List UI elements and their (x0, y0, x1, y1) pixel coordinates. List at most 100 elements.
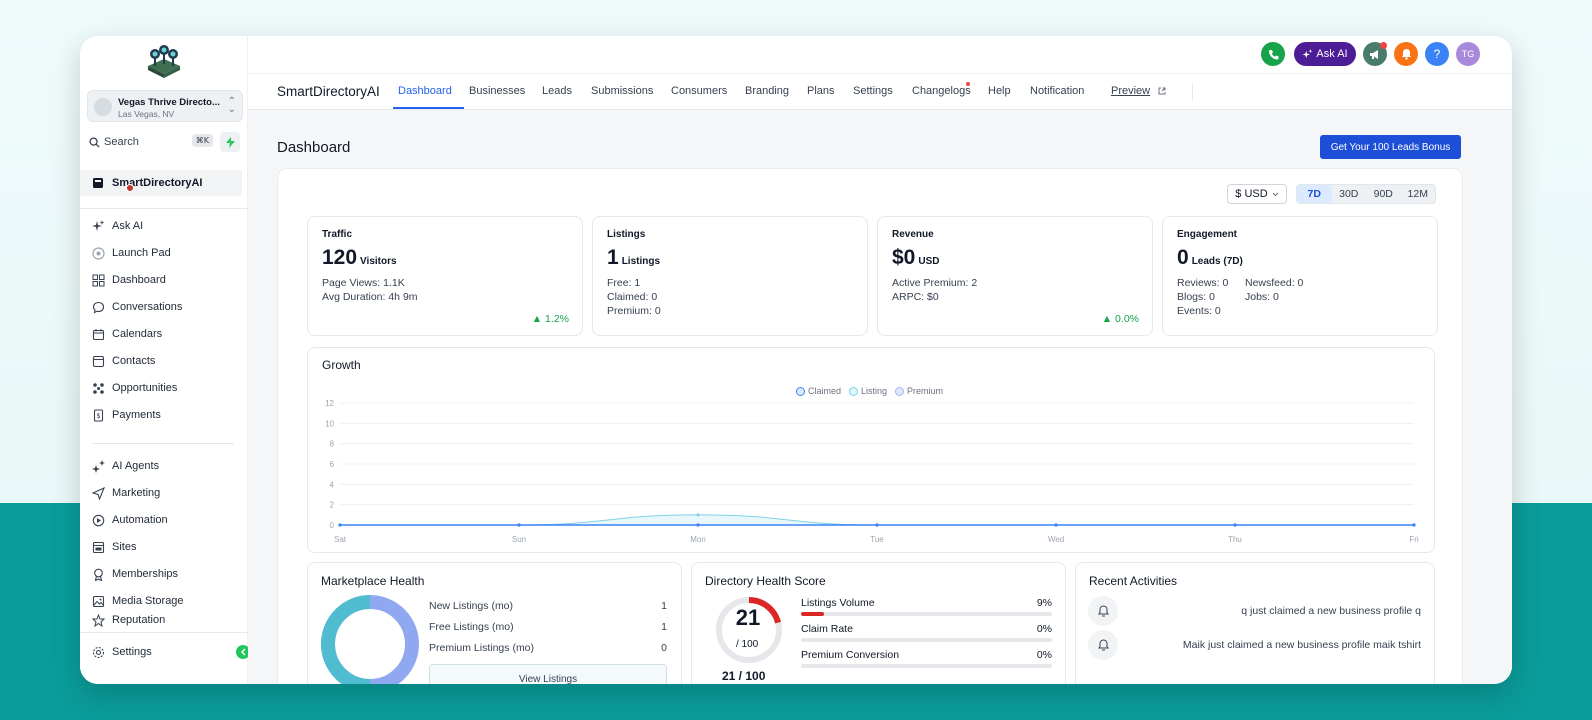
ask-ai-button[interactable]: Ask AI (1294, 42, 1356, 66)
search-icon (89, 136, 100, 148)
leads-bonus-button[interactable]: Get Your 100 Leads Bonus (1320, 135, 1461, 159)
legend-item-premium[interactable]: Premium (895, 386, 943, 396)
tab-branding[interactable]: Branding (745, 85, 790, 97)
metric-bar (801, 664, 1052, 668)
view-listings-button[interactable]: View Listings (429, 664, 667, 684)
sidebar-item-conversations[interactable]: Conversations (92, 297, 182, 317)
bell-icon (1097, 605, 1109, 617)
traffic-card[interactable]: Traffic 120 Visitors Page Views: 1.1K Avg… (307, 216, 583, 336)
sidebar-item-label: Dashboard (112, 274, 166, 286)
x-tick-label: Sun (512, 535, 526, 544)
tab-submissions[interactable]: Submissions (591, 85, 654, 97)
revenue-card[interactable]: Revenue $0 USD Active Premium: 2 ARPC: $0… (877, 216, 1153, 336)
x-tick-label: Thu (1228, 535, 1242, 544)
sidebar-item-calendars[interactable]: Calendars (92, 324, 162, 344)
divider (80, 632, 248, 633)
tab-notification[interactable]: Notification (1030, 85, 1085, 97)
tab-leads[interactable]: Leads (542, 85, 572, 97)
marketplace-donut (321, 595, 419, 684)
recent-activities-card: Recent Activities q just claimed a new b… (1075, 562, 1435, 684)
sidebar-item-dashboard[interactable]: Dashboard (92, 270, 166, 290)
metric-bar (801, 638, 1052, 642)
stat-value: $0 (892, 246, 916, 269)
app-logo (144, 44, 184, 80)
main-content: Dashboard Get Your 100 Leads Bonus $ USD… (248, 110, 1512, 684)
phone-button[interactable] (1261, 42, 1285, 66)
search-shortcut: ⌘K (191, 134, 213, 147)
range-7d[interactable]: 7D (1297, 185, 1332, 203)
legend-label: Premium (907, 386, 944, 396)
chevron-updown-icon: ⌃ ⌄ (227, 96, 236, 115)
legend-item-listing[interactable]: Listing (849, 386, 887, 396)
metric-value: 1 (661, 600, 667, 612)
star-icon (92, 614, 105, 627)
tab-consumers[interactable]: Consumers (671, 85, 728, 97)
location-address: Las Vegas, NV (118, 109, 175, 119)
sidebar-item-label: Conversations (112, 301, 183, 313)
location-switcher[interactable]: Vegas Thrive Directo... Las Vegas, NV ⌃ ⌄ (87, 90, 243, 122)
sidebar-item-marketing[interactable]: Marketing (92, 483, 160, 503)
sidebar-search[interactable]: Search ⌘K (87, 132, 213, 152)
tab-preview[interactable]: Preview (1111, 85, 1150, 97)
ask-ai-label: Ask AI (1316, 48, 1348, 60)
tab-businesses[interactable]: Businesses (469, 85, 526, 97)
sidebar-item-opportunities[interactable]: Opportunities (92, 378, 177, 398)
range-12m[interactable]: 12M (1407, 188, 1428, 200)
data-point (875, 523, 879, 527)
listings-card[interactable]: Listings 1 Listings Free: 1 Claimed: 0 Pr… (592, 216, 868, 336)
data-point (696, 513, 700, 517)
sidebar-item-contacts[interactable]: Contacts (92, 351, 155, 371)
sidebar-item-label: Ask AI (112, 220, 144, 232)
preview-label: Preview (1111, 85, 1151, 97)
metric-value: 0% (1036, 649, 1052, 661)
bolt-icon (225, 136, 235, 148)
tab-changelogs[interactable]: Changelogs (912, 85, 971, 97)
sidebar-item-ask-ai[interactable]: Ask AI (92, 216, 143, 236)
data-point (517, 523, 521, 527)
growth-chart: 0 2 4 6 8 10 12 Sat Sun Mon Tue Wed Thu Fri (325, 399, 1419, 544)
image-icon (92, 595, 105, 607)
sidebar-item-settings[interactable]: Settings (92, 642, 152, 662)
sidebar-item-smartdirectoryai[interactable]: SmartDirectoryAI (80, 170, 242, 196)
engagement-value: 0 Leads (7D) (1177, 246, 1243, 270)
collapse-sidebar-button[interactable] (236, 645, 250, 659)
metric-row: Premium Listings (mo) 0 (429, 642, 667, 654)
help-button[interactable]: ? (1425, 42, 1449, 66)
stat-line: Premium: 0 (607, 305, 661, 317)
sidebar-item-automation[interactable]: Automation (92, 510, 168, 530)
sidebar-item-launch-pad[interactable]: Launch Pad (92, 243, 171, 263)
stat-line: Free: 1 (607, 277, 641, 289)
tab-dashboard[interactable]: Dashboard (398, 85, 452, 97)
sidebar-item-memberships[interactable]: Memberships (92, 564, 178, 584)
sidebar-item-ai-agents[interactable]: AI Agents (92, 456, 159, 476)
y-tick-label: 0 (330, 521, 335, 530)
announcements-button[interactable] (1363, 42, 1387, 66)
data-point (696, 523, 700, 527)
sidebar-item-reputation[interactable]: Reputation (92, 614, 165, 628)
cursor-indicator (126, 184, 134, 192)
user-avatar[interactable]: TG (1456, 42, 1480, 66)
tab-help[interactable]: Help (988, 85, 1011, 97)
range-30d[interactable]: 30D (1339, 188, 1359, 200)
stat-unit: USD (918, 256, 940, 267)
sidebar-item-label: Media Storage (112, 595, 184, 607)
stat-line: ARPC: $0 (892, 291, 939, 303)
sparkle-icon (92, 219, 105, 231)
legend-item-claimed[interactable]: Claimed (796, 386, 841, 396)
engagement-card[interactable]: Engagement 0 Leads (7D) Reviews: 0 Newsfe… (1162, 216, 1438, 336)
tab-plans[interactable]: Plans (807, 85, 835, 97)
health-score-summary: 21 / 100 (722, 669, 766, 681)
sidebar-item-label: AI Agents (112, 460, 160, 472)
activity-item[interactable]: Maik just claimed a new business profile… (1182, 639, 1421, 651)
range-90d[interactable]: 90D (1373, 188, 1393, 200)
notifications-button[interactable] (1394, 42, 1418, 66)
sidebar-item-payments[interactable]: $ Payments (92, 405, 161, 425)
y-tick-label: 12 (325, 399, 334, 408)
quick-action-button[interactable] (220, 132, 240, 152)
legend-swatch (895, 386, 905, 396)
sidebar-item-sites[interactable]: Sites (92, 537, 136, 557)
tab-settings[interactable]: Settings (853, 85, 893, 97)
currency-select[interactable]: $ USD (1227, 184, 1287, 204)
activity-item[interactable]: q just claimed a new business profile q (1241, 605, 1421, 617)
sidebar-item-media-storage[interactable]: Media Storage (92, 591, 184, 611)
